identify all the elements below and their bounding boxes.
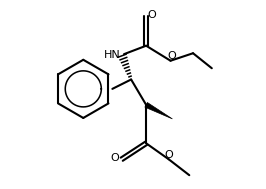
Text: O: O xyxy=(167,51,176,61)
Text: HN: HN xyxy=(104,50,120,60)
Text: O: O xyxy=(164,150,173,160)
Polygon shape xyxy=(145,102,172,119)
Text: O: O xyxy=(110,153,119,163)
Text: O: O xyxy=(148,10,156,20)
